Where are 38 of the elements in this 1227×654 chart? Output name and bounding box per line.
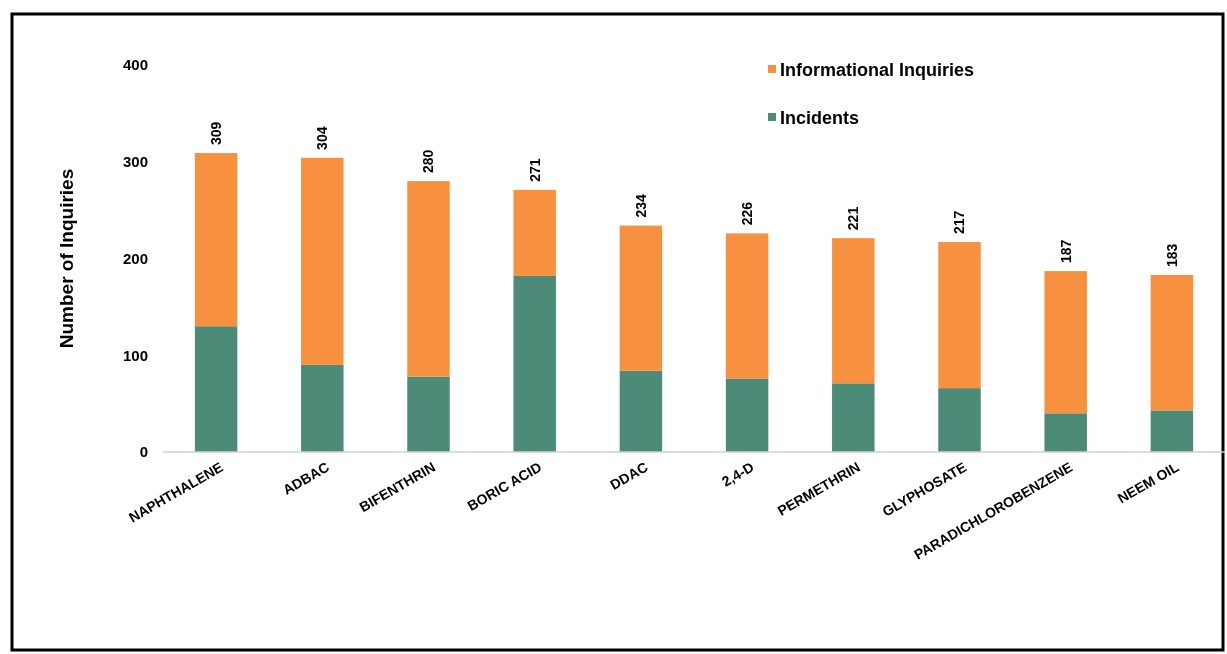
bar — [194, 153, 238, 327]
bar — [725, 378, 769, 452]
bar — [513, 275, 556, 452]
y-tick-label: 400 — [122, 56, 148, 74]
total-label: 280 — [420, 149, 437, 174]
bar — [1150, 410, 1194, 452]
total-label: 217 — [951, 210, 968, 235]
bar — [619, 370, 663, 452]
total-label: 234 — [632, 194, 649, 218]
total-label: 187 — [1057, 239, 1074, 264]
total-label: 304 — [314, 126, 331, 150]
total-label: 226 — [739, 201, 755, 226]
y-tick-label: 0 — [139, 443, 148, 461]
bar — [407, 376, 450, 452]
total-label: 271 — [526, 158, 543, 182]
bar — [407, 181, 450, 377]
total-label: 183 — [1163, 243, 1180, 267]
bar — [938, 388, 981, 452]
bar — [301, 157, 344, 365]
bar — [619, 225, 663, 371]
bar — [832, 238, 875, 384]
bar — [1044, 271, 1087, 414]
y-axis-title: Number of Inquiries — [56, 168, 77, 349]
legend-label: Incidents — [780, 108, 860, 129]
y-tick-label: 100 — [122, 346, 148, 364]
bar — [832, 383, 875, 452]
bar — [938, 242, 981, 389]
bar — [1150, 274, 1194, 411]
bar — [725, 233, 769, 379]
bar — [194, 326, 238, 452]
y-tick-label: 200 — [122, 249, 148, 267]
total-label: 221 — [845, 206, 862, 231]
bar — [301, 364, 344, 452]
total-label: 309 — [208, 121, 224, 146]
legend-label: Informational Inquiries — [780, 60, 975, 81]
bar — [1044, 413, 1087, 452]
y-tick-label: 300 — [122, 153, 148, 170]
bar — [513, 189, 556, 276]
